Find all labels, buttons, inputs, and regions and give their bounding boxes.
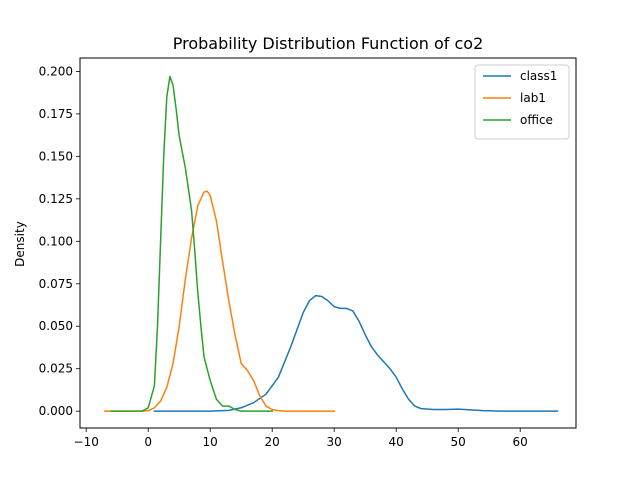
x-tick-label: 60 (513, 435, 528, 449)
y-tick-label: 0.075 (39, 277, 73, 291)
legend-label-lab1: lab1 (520, 91, 546, 105)
x-tick-label: −10 (74, 435, 99, 449)
ticks-layer: −10 0 10 20 30 40 50 60 0.000 0.025 0.050 0.075 0.10… (39, 64, 528, 449)
y-tick-label: 0.175 (39, 107, 73, 121)
y-tick-label: 0.200 (39, 64, 73, 78)
series-layer (104, 75, 559, 412)
y-axis-label: Density (13, 221, 27, 267)
legend-label-office: office (520, 113, 553, 127)
y-tick-label: 0.150 (39, 149, 73, 163)
x-tick-label: 20 (265, 435, 280, 449)
series-line-lab1 (104, 190, 335, 412)
chart-title: Probability Distribution Function of co2 (173, 34, 484, 53)
legend-label-class1: class1 (520, 69, 557, 83)
series-line-office (110, 75, 273, 412)
x-tick-label: 0 (144, 435, 152, 449)
y-tick-label: 0.125 (39, 192, 73, 206)
x-tick-label: 50 (451, 435, 466, 449)
x-tick-label: 10 (203, 435, 218, 449)
y-tick-label: 0.025 (39, 362, 73, 376)
y-tick-label: 0.050 (39, 319, 73, 333)
x-tick-label: 40 (389, 435, 404, 449)
y-tick-label: 0.000 (39, 404, 73, 418)
y-tick-label: 0.100 (39, 234, 73, 248)
legend: class1 lab1 office (474, 64, 570, 140)
plot-frame (79, 57, 577, 429)
x-tick-label: 30 (327, 435, 342, 449)
series-line-class1 (153, 294, 559, 412)
